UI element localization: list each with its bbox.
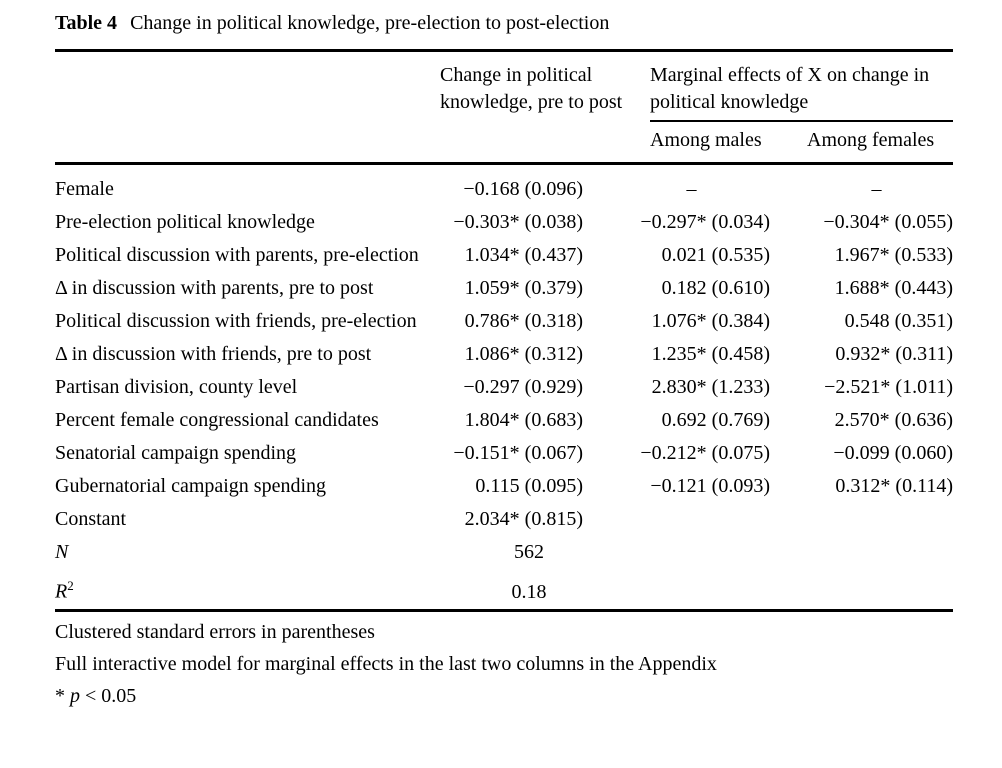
table-row-percent-female-candidates: Percent female congressional candidates … [55, 404, 953, 437]
cell-r2-value: 0.18 [511, 580, 547, 603]
cell-females: 0.932* (0.311) [835, 343, 953, 365]
table-row-discussion-parents: Political discussion with parents, pre-e… [55, 239, 953, 272]
cell-females: −2.521* (1.011) [824, 376, 953, 398]
cell-males: −0.297* (0.034) [640, 211, 770, 233]
cell-males: −0.212* (0.075) [640, 442, 770, 464]
row-label: Political discussion with friends, pre-e… [55, 310, 417, 332]
cell-change: −0.151* (0.067) [453, 442, 583, 464]
row-label: Pre-election political knowledge [55, 211, 315, 233]
r-symbol: R [55, 580, 68, 603]
header-among-females: Among females [807, 129, 935, 151]
significance-star: * [55, 684, 70, 707]
cell-change: −0.303* (0.038) [453, 211, 583, 233]
table-row-n: N 562 [55, 536, 953, 569]
table-row-female: Female −0.168 (0.096) – – [55, 173, 953, 206]
cell-females: 1.967* (0.533) [834, 244, 953, 266]
cell-change: 1.034* (0.437) [464, 244, 583, 266]
row-label: Δ in discussion with friends, pre to pos… [55, 343, 372, 365]
row-label: Percent female congressional candidates [55, 409, 379, 431]
cell-females: −0.304* (0.055) [823, 211, 953, 233]
header-group-rule [650, 120, 953, 122]
row-label: N [55, 539, 435, 566]
footnote-interactive-model: Full interactive model for marginal effe… [55, 652, 717, 675]
cell-change: 2.034* (0.815) [464, 508, 583, 530]
cell-change: −0.168 (0.096) [463, 178, 583, 200]
table-row-pre-knowledge: Pre-election political knowledge −0.303*… [55, 206, 953, 239]
row-label: Political discussion with parents, pre-e… [55, 244, 419, 266]
footnote-significance: * p < 0.05 [55, 680, 953, 712]
table-row-delta-friends: Δ in discussion with friends, pre to pos… [55, 338, 953, 371]
cell-males: 0.021 (0.535) [661, 244, 770, 266]
table-row-delta-parents: Δ in discussion with parents, pre to pos… [55, 272, 953, 305]
header-change-column: Change in political knowledge, pre to po… [440, 64, 623, 113]
cell-females: 1.688* (0.443) [834, 277, 953, 299]
table-row-partisan-division: Partisan division, county level −0.297 (… [55, 371, 953, 404]
row-label: Senatorial campaign spending [55, 442, 297, 464]
significance-threshold: < 0.05 [80, 684, 137, 707]
cell-n-value: 562 [514, 541, 544, 563]
header-marginal-title: Marginal effects of X on change in polit… [650, 64, 930, 113]
header-bottom-rule [55, 162, 953, 165]
row-label: Partisan division, county level [55, 376, 298, 398]
cell-males: 2.830* (1.233) [651, 376, 770, 398]
table-row-r-squared: R2 0.18 [55, 569, 953, 609]
cell-males: 0.692 (0.769) [661, 409, 770, 431]
cell-change: 0.786* (0.318) [464, 310, 583, 332]
table-body: Female −0.168 (0.096) – – Pre-election p… [55, 165, 953, 609]
cell-females: – [871, 178, 882, 200]
table-footnotes: Clustered standard errors in parentheses… [55, 616, 953, 712]
header-marginal-group: Marginal effects of X on change in polit… [650, 62, 953, 154]
row-label: Female [55, 178, 114, 200]
table-row-senatorial-spending: Senatorial campaign spending −0.151* (0.… [55, 437, 953, 470]
cell-males: 0.182 (0.610) [661, 277, 770, 299]
cell-females: −0.099 (0.060) [833, 442, 953, 464]
row-label: Δ in discussion with parents, pre to pos… [55, 277, 374, 299]
table-caption: Change in political knowledge, pre-elect… [130, 12, 610, 34]
p-symbol: p [70, 684, 80, 707]
cell-females: 0.312* (0.114) [835, 475, 953, 497]
r-squared-exponent: 2 [67, 578, 74, 593]
cell-males: 1.076* (0.384) [651, 310, 770, 332]
table-row-gubernatorial-spending: Gubernatorial campaign spending 0.115 (0… [55, 470, 953, 503]
cell-females: 2.570* (0.636) [834, 409, 953, 431]
row-label: R2 [55, 572, 435, 606]
cell-change: −0.297 (0.929) [463, 376, 583, 398]
cell-males: – [686, 178, 697, 200]
cell-males: −0.121 (0.093) [650, 475, 770, 497]
row-label: Constant [55, 508, 127, 530]
bottom-rule [55, 608, 953, 612]
table-title: Table 4 Change in political knowledge, pr… [55, 10, 953, 37]
table-header: Change in political knowledge, pre to po… [55, 52, 953, 162]
top-rule [55, 49, 953, 52]
table-row-discussion-friends: Political discussion with friends, pre-e… [55, 305, 953, 338]
n-symbol: N [55, 541, 69, 563]
cell-change: 1.804* (0.683) [464, 409, 583, 431]
cell-change: 1.086* (0.312) [464, 343, 583, 365]
cell-females: 0.548 (0.351) [844, 310, 953, 332]
table-row-constant: Constant 2.034* (0.815) [55, 503, 953, 536]
cell-change: 0.115 (0.095) [475, 475, 583, 497]
header-subcolumns: Among males Among females [650, 127, 953, 154]
footnote-clustered-errors: Clustered standard errors in parentheses [55, 620, 375, 643]
row-label: Gubernatorial campaign spending [55, 475, 327, 497]
cell-males: 1.235* (0.458) [651, 343, 770, 365]
cell-change: 1.059* (0.379) [464, 277, 583, 299]
header-among-males: Among males [650, 129, 762, 151]
table-number: Table 4 [55, 12, 118, 34]
